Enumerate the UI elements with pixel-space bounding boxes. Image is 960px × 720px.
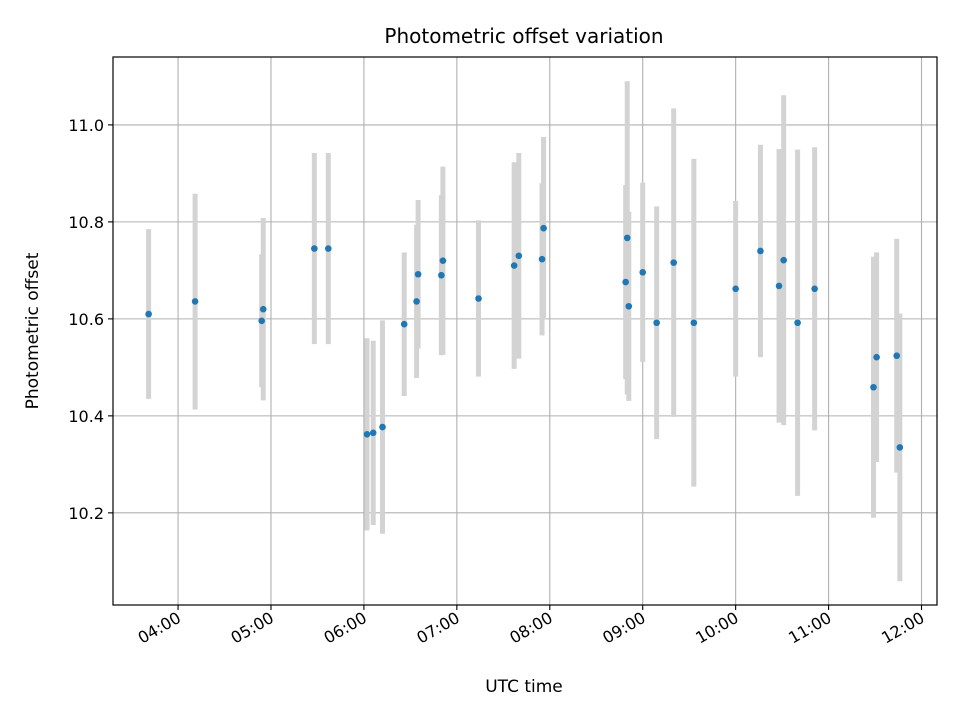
x-axis-label: UTC time xyxy=(485,677,563,697)
data-point xyxy=(379,423,386,431)
data-point xyxy=(653,319,660,327)
x-tick-label: 12:00 xyxy=(878,608,927,648)
data-point xyxy=(780,256,787,264)
data-point xyxy=(870,383,877,391)
data-point xyxy=(191,298,199,305)
y-axis-label: Photometric offset xyxy=(23,252,43,409)
data-point xyxy=(670,259,677,266)
y-tick-label: 10.2 xyxy=(68,504,104,523)
x-tick-label: 10:00 xyxy=(692,608,741,648)
data-point xyxy=(259,305,267,313)
x-tick-label: 07:00 xyxy=(413,608,462,648)
data-point xyxy=(690,319,698,327)
data-point xyxy=(811,285,818,293)
plot-frame xyxy=(112,56,938,606)
data-point xyxy=(400,320,408,328)
data-point xyxy=(413,298,420,305)
data-point xyxy=(622,278,629,286)
data-point xyxy=(623,234,631,242)
x-tick-label: 04:00 xyxy=(135,608,184,648)
y-tick-label: 10.4 xyxy=(68,407,104,426)
data-point xyxy=(311,245,318,252)
y-tick-label: 10.8 xyxy=(68,213,104,232)
data-point xyxy=(538,255,546,263)
data-point xyxy=(757,247,764,255)
errorbars xyxy=(146,81,903,582)
x-tick-label: 05:00 xyxy=(228,608,277,648)
x-axis: 04:00 05:00 06:00 07:00 08:00 09:00 10:00 11:00… xyxy=(135,605,928,648)
data-point xyxy=(896,444,904,451)
chart-title: Photometric offset variation xyxy=(384,24,663,48)
data-point xyxy=(775,282,783,290)
data-point xyxy=(510,262,518,269)
y-axis: 10.2 10.4 10.6 10.8 11.0 xyxy=(68,116,113,523)
data-point xyxy=(258,317,265,325)
y-tick-label: 11.0 xyxy=(68,116,104,135)
x-tick-label: 08:00 xyxy=(506,608,555,648)
data-point xyxy=(324,245,332,252)
data-points xyxy=(145,224,904,451)
data-point xyxy=(439,257,447,264)
data-point xyxy=(438,271,445,279)
data-point xyxy=(625,302,633,310)
y-tick-label: 10.6 xyxy=(68,310,104,329)
data-point xyxy=(145,310,152,318)
x-tick-label: 09:00 xyxy=(599,608,648,648)
data-point xyxy=(732,285,739,293)
data-point xyxy=(794,319,801,327)
data-point xyxy=(540,224,547,232)
data-point xyxy=(414,270,422,278)
data-point xyxy=(369,429,377,437)
x-tick-label: 11:00 xyxy=(785,608,834,648)
data-point xyxy=(893,352,901,360)
data-point xyxy=(515,252,523,260)
data-point xyxy=(639,269,647,276)
data-point xyxy=(475,295,482,302)
data-point xyxy=(363,430,371,438)
data-point xyxy=(873,353,880,361)
x-tick-label: 06:00 xyxy=(320,608,369,648)
